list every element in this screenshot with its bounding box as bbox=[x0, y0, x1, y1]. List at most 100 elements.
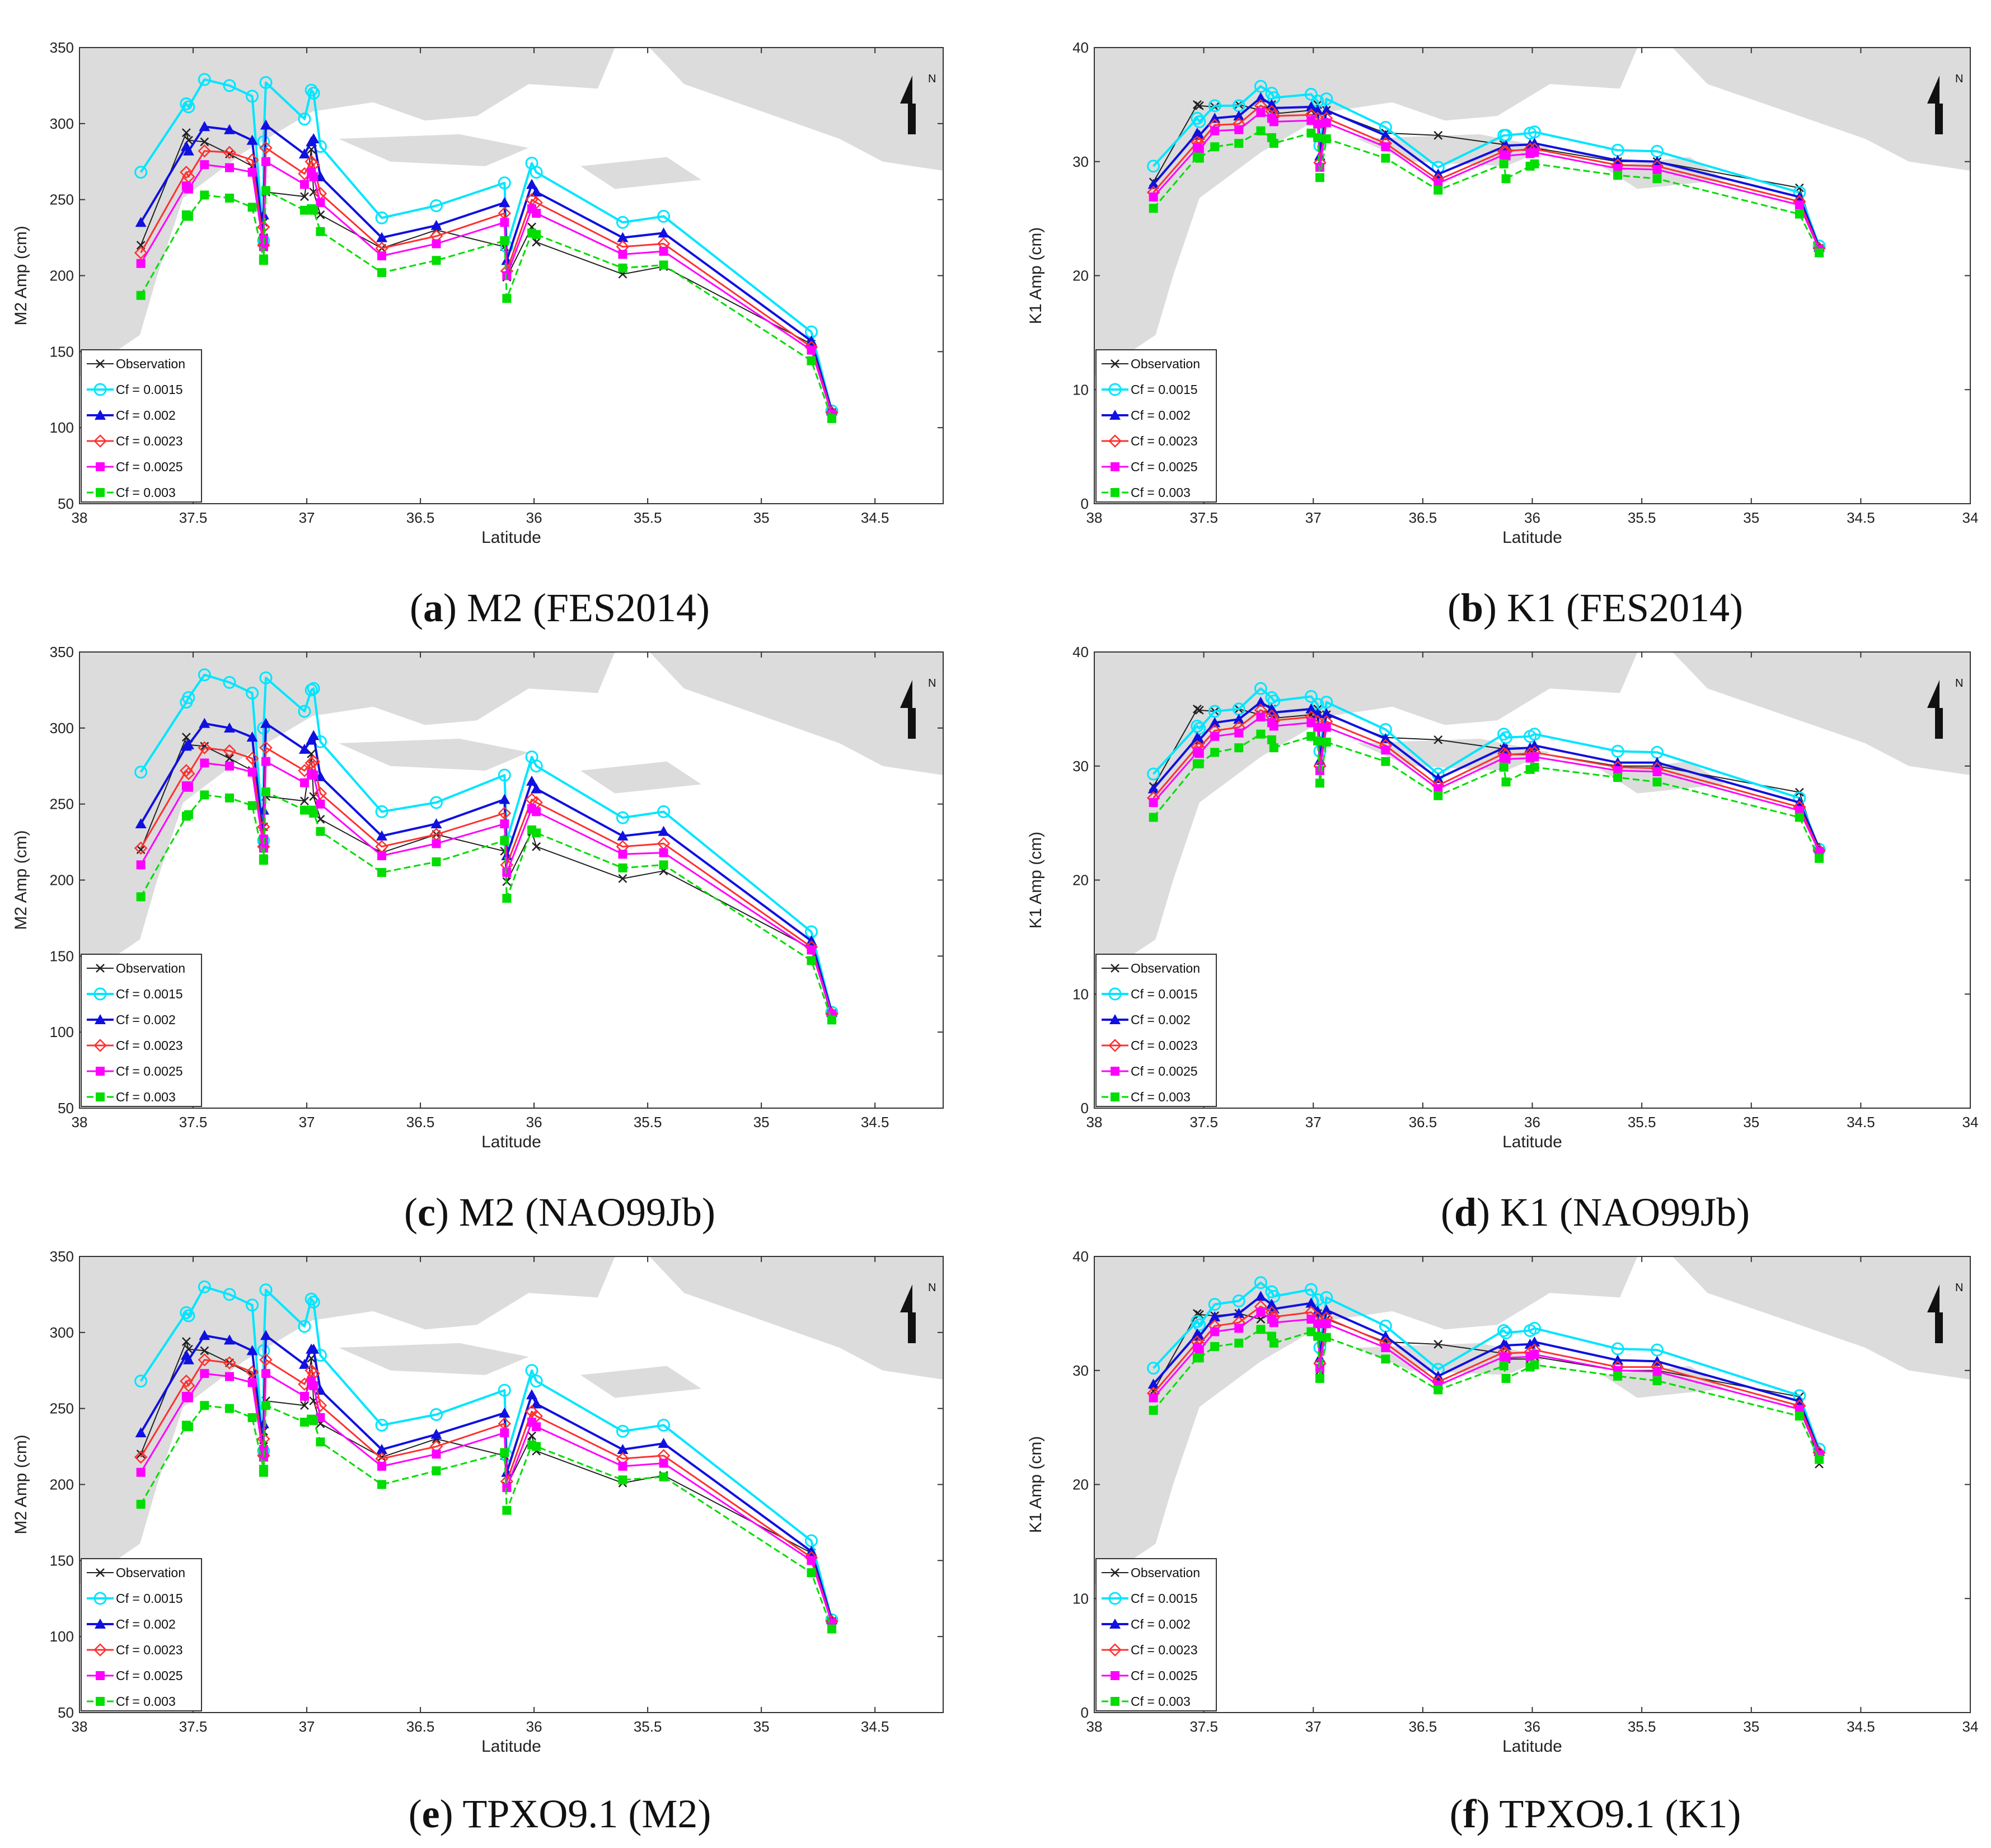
data-point bbox=[1795, 183, 1804, 193]
legend-label: Observation bbox=[1131, 961, 1200, 975]
data-point bbox=[309, 1381, 318, 1390]
y-tick-label: 0 bbox=[1081, 495, 1089, 512]
data-point bbox=[1322, 118, 1331, 128]
data-point bbox=[1147, 767, 1160, 781]
data-point bbox=[299, 1418, 309, 1427]
data-point bbox=[257, 135, 270, 148]
data-point bbox=[1234, 139, 1244, 148]
data-point bbox=[1320, 696, 1333, 709]
data-point bbox=[200, 160, 209, 170]
marker-stroke bbox=[1111, 359, 1119, 368]
data-point bbox=[261, 1369, 270, 1378]
x-tick-label: 36.5 bbox=[406, 1718, 435, 1735]
legend-marker bbox=[96, 1671, 105, 1680]
data-point bbox=[502, 1505, 512, 1515]
y-axis-label: K1 Amp (cm) bbox=[1027, 227, 1045, 324]
data-point bbox=[499, 1407, 510, 1418]
y-tick-label: 0 bbox=[1081, 1100, 1089, 1117]
y-tick-label: 350 bbox=[50, 39, 74, 56]
marker-stroke bbox=[225, 754, 234, 763]
data-point bbox=[261, 186, 270, 195]
data-point bbox=[532, 209, 541, 218]
data-point bbox=[1209, 717, 1221, 728]
data-point bbox=[432, 256, 441, 265]
data-point bbox=[184, 212, 193, 221]
y-tick-label: 250 bbox=[50, 1400, 74, 1417]
legend-marker bbox=[96, 462, 105, 471]
data-point bbox=[432, 839, 441, 848]
data-point bbox=[1269, 117, 1278, 126]
legend: Observation Cf = 0.0015 Cf = 0.002 Cf = 0.0… bbox=[1095, 1558, 1217, 1711]
x-tick-label: 34.5 bbox=[1847, 1718, 1875, 1735]
data-point bbox=[1149, 1406, 1158, 1415]
data-point bbox=[618, 250, 627, 259]
data-point bbox=[1528, 125, 1541, 139]
series-2 bbox=[135, 1330, 838, 1625]
data-point bbox=[498, 1383, 511, 1397]
y-axis-label: K1 Amp (cm) bbox=[1027, 1436, 1045, 1533]
data-point bbox=[246, 686, 259, 700]
x-tick-label: 36 bbox=[526, 1718, 542, 1735]
series-line bbox=[1153, 733, 1820, 859]
marker-stroke bbox=[1193, 100, 1202, 109]
data-point bbox=[304, 683, 318, 697]
data-point bbox=[502, 894, 512, 903]
data-point bbox=[184, 810, 193, 819]
north-arrow-icon: N bbox=[1927, 73, 1963, 134]
x-tick-label: 35 bbox=[1743, 509, 1759, 526]
data-point bbox=[182, 691, 195, 704]
marker-stroke bbox=[532, 237, 541, 247]
data-point bbox=[260, 1330, 271, 1340]
legend-label: Cf = 0.0025 bbox=[116, 459, 183, 474]
data-point bbox=[1380, 129, 1392, 140]
legend-marker bbox=[93, 434, 107, 448]
data-point bbox=[200, 1401, 209, 1410]
data-point bbox=[618, 874, 627, 883]
data-point bbox=[223, 79, 236, 92]
data-point bbox=[1267, 1331, 1276, 1341]
data-point bbox=[1528, 1321, 1541, 1335]
x-tick-label: 35.5 bbox=[634, 1718, 662, 1735]
north-arrow-icon: N bbox=[900, 1282, 936, 1343]
y-tick-label: 10 bbox=[1072, 381, 1089, 398]
legend-label: Cf = 0.0023 bbox=[116, 434, 183, 448]
data-point bbox=[1433, 179, 1443, 188]
data-point bbox=[134, 841, 148, 855]
map-background bbox=[79, 652, 943, 981]
x-tick-label: 36.5 bbox=[1409, 1718, 1437, 1735]
north-label: N bbox=[928, 677, 936, 690]
data-point bbox=[1269, 1318, 1278, 1328]
data-point bbox=[377, 867, 387, 877]
data-point bbox=[309, 808, 318, 818]
marker-stroke bbox=[316, 814, 325, 824]
map-island-land bbox=[338, 134, 529, 166]
data-point bbox=[1147, 783, 1159, 794]
x-tick-label: 38 bbox=[72, 509, 88, 526]
data-point bbox=[136, 1499, 146, 1509]
x-tick-label: 36 bbox=[1524, 1114, 1540, 1131]
data-point bbox=[617, 232, 629, 242]
data-point bbox=[200, 190, 209, 200]
chart-panel-d: N 0 10 20 30 40 38 37.5 37 36.5 36 35.5 35 34.5 34 Lati… bbox=[1027, 644, 1978, 1151]
marker-stroke bbox=[1194, 706, 1204, 715]
series-5 bbox=[136, 186, 837, 423]
data-point bbox=[299, 778, 309, 787]
y-tick-label: 0 bbox=[1081, 1704, 1089, 1721]
data-point bbox=[1320, 92, 1333, 106]
data-point bbox=[299, 805, 309, 815]
data-point bbox=[1209, 1311, 1221, 1321]
marker-stroke bbox=[96, 1568, 105, 1577]
data-point bbox=[1433, 185, 1443, 195]
data-point bbox=[1795, 1405, 1804, 1414]
y-tick-label: 20 bbox=[1072, 872, 1089, 889]
data-point bbox=[1381, 142, 1390, 152]
series-1 bbox=[134, 668, 838, 1019]
x-axis: 38 37.5 37 36.5 36 35.5 35 34.5 34 bbox=[1086, 652, 1978, 1131]
series-4 bbox=[1149, 712, 1824, 856]
marker-stroke bbox=[96, 359, 105, 368]
data-point bbox=[1255, 92, 1267, 102]
data-point bbox=[530, 759, 543, 773]
legend-label: Cf = 0.002 bbox=[1131, 1012, 1191, 1027]
data-point bbox=[247, 167, 257, 177]
